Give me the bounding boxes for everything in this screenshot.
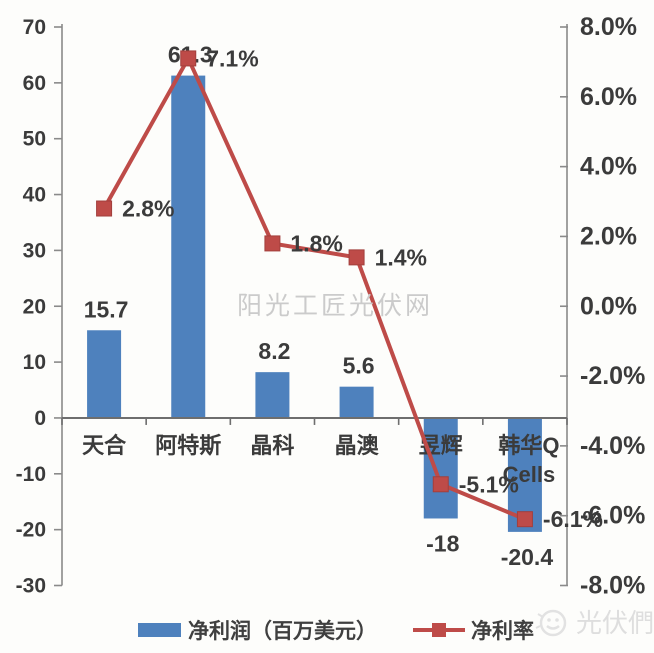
center-watermark: 阳光工匠光伏网 [237,292,434,320]
left-axis-tick-label: 70 [23,16,46,39]
bar-data-label: 8.2 [258,338,290,364]
bar-data-label: 5.6 [343,353,375,379]
line-data-label: 1.8% [290,230,342,256]
brand-text: 光伏們 [576,608,654,638]
bar-data-label: -20.4 [501,544,554,570]
left-axis-tick-label: 30 [23,239,46,262]
line-marker-3 [348,249,365,266]
left-axis-tick-label: -10 [16,463,46,486]
chart-legend: 净利润（百万美元） 净利率 [138,615,534,645]
bar-2 [255,372,290,418]
bar-0 [87,330,122,418]
category-label: 天合 [82,433,127,458]
left-axis-tick-label: -20 [16,519,46,542]
right-axis-tick-label: -8.0% [580,572,645,600]
bar-data-label: 15.7 [84,296,129,322]
right-axis-tick-label: -6.0% [580,502,645,530]
line-data-label: 7.1% [206,45,258,71]
line-marker-1 [180,50,197,67]
right-axis-tick-label: 6.0% [580,83,637,111]
category-label: 晶科 [250,433,294,458]
bar-3 [339,386,374,418]
line-data-label: -5.1% [459,471,519,497]
bar-data-label: -18 [426,530,459,556]
bar-swatch-icon [138,623,181,637]
category-label: 韩华Q [498,433,559,458]
legend-item-net-margin: 净利率 [413,615,534,645]
right-axis-tick-label: 2.0% [580,222,637,250]
left-axis-tick-label: 10 [23,351,46,374]
line-marker-icon [413,623,465,637]
line-marker-4 [432,476,449,493]
right-axis-tick-label: 0.0% [580,292,637,320]
left-axis-tick-label: 0 [34,407,46,430]
left-axis-tick-label: 20 [23,295,46,318]
line-data-label: 2.8% [122,196,174,222]
right-axis-tick-label: -2.0% [580,362,645,390]
category-label: 晶澳 [335,433,380,458]
legend-label-net-margin: 净利率 [471,620,534,643]
line-marker-0 [96,200,113,217]
line-marker-2 [264,235,281,252]
legend-label-net-profit: 净利润（百万美元） [188,620,377,643]
line-marker-5 [516,511,533,528]
line-data-label: 1.4% [375,244,427,270]
left-axis-tick-label: -30 [16,575,46,598]
line-data-label: -6.1% [543,506,603,532]
right-axis-tick-label: 4.0% [580,153,637,181]
category-label: Cells [503,462,556,487]
left-axis-tick-label: 40 [23,184,46,207]
right-axis-tick-label: 8.0% [580,13,637,41]
bar-4 [423,417,458,519]
legend-item-net-profit: 净利润（百万美元） [138,615,377,645]
left-axis-tick-label: 50 [23,128,46,151]
bar-1 [171,75,206,418]
category-label: 阿特斯 [155,433,221,458]
right-axis-tick-label: -4.0% [580,432,645,460]
smiley-face-icon [535,609,567,636]
brand-watermark: 光伏們 [534,603,654,640]
left-axis-tick-label: 60 [23,72,46,95]
net-margin-line [102,53,526,522]
